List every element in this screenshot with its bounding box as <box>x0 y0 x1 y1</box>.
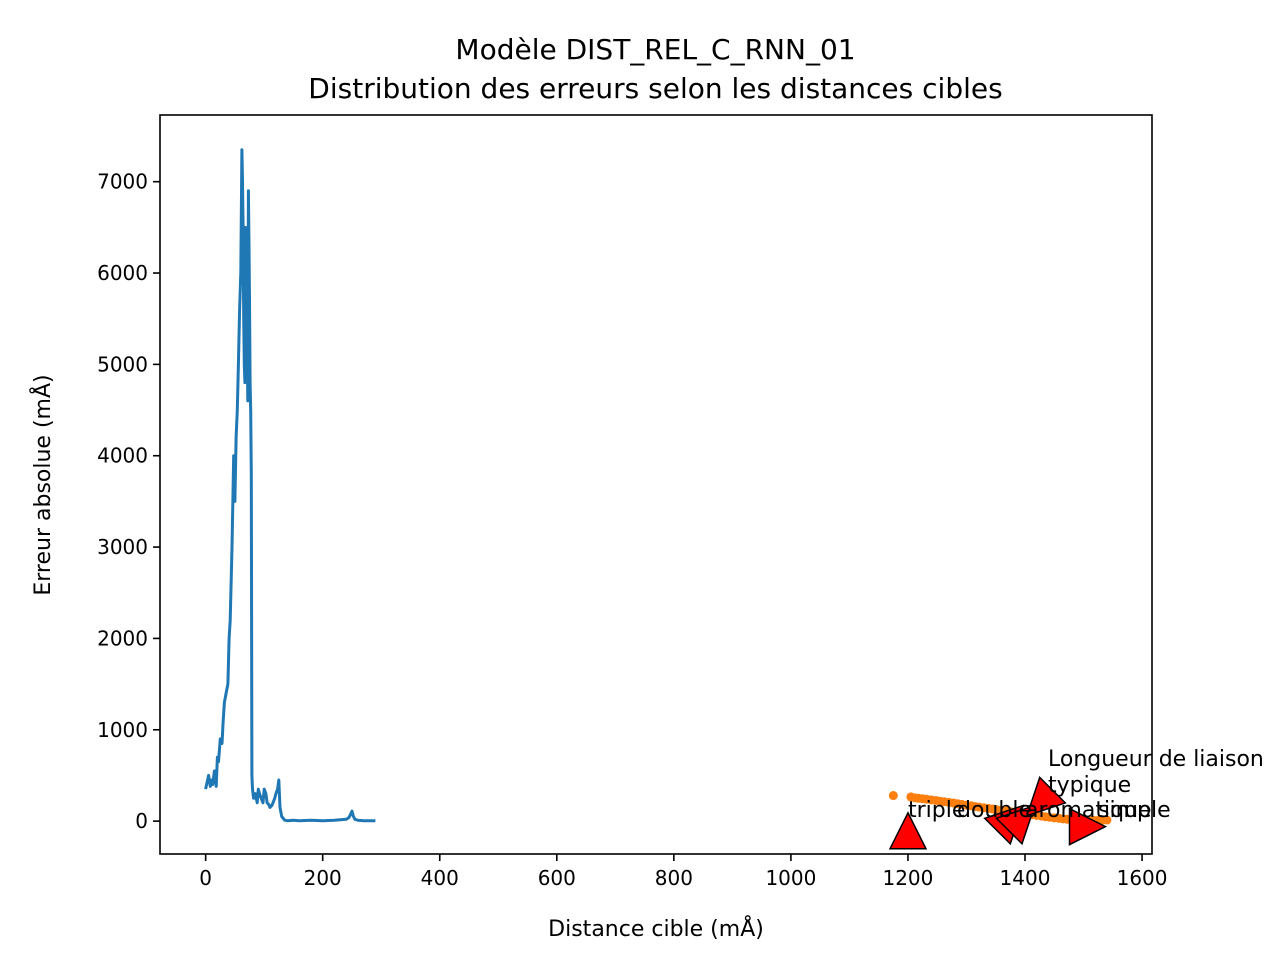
y-tick-label: 5000 <box>97 352 148 376</box>
x-tick-label: 1600 <box>1117 866 1168 890</box>
x-tick-label: 0 <box>199 866 212 890</box>
x-tick-label: 400 <box>421 866 459 890</box>
annotation-label: double <box>957 798 1032 823</box>
x-tick-label: 600 <box>538 866 576 890</box>
plot-frame <box>159 114 1153 855</box>
annotation-arrow <box>888 811 928 850</box>
annotation-label: triple <box>908 798 965 823</box>
y-tick-label: 3000 <box>97 535 148 559</box>
annotation-arrow <box>995 804 1036 846</box>
x-tick-label: 800 <box>655 866 693 890</box>
annotation-arrow <box>1068 807 1108 846</box>
annotation-label: simple <box>1098 798 1171 823</box>
y-axis-label: Erreur absolue (mÅ) <box>29 374 56 595</box>
series-line <box>204 148 376 823</box>
scatter-point <box>888 791 898 801</box>
y-axis: 0 1000 2000 3000 4000 5000 6000 7000 <box>97 170 160 833</box>
x-tick-label: 1000 <box>765 866 816 890</box>
x-tick-label: 1400 <box>1000 866 1051 890</box>
y-tick-label: 1000 <box>97 718 148 742</box>
x-tick-label: 1200 <box>882 866 933 890</box>
y-tick-label: 7000 <box>97 170 148 194</box>
y-tick-label: 0 <box>135 809 148 833</box>
scatter-point <box>1102 815 1112 825</box>
chart-title-line-1: Modèle DIST_REL_C_RNN_01 <box>455 33 855 66</box>
y-tick-label: 2000 <box>97 626 148 650</box>
annotation-label: aromatique <box>1025 798 1152 823</box>
annotation-arrow <box>1025 776 1067 817</box>
x-tick-label: 200 <box>304 866 342 890</box>
y-tick-label: 4000 <box>97 444 148 468</box>
x-axis: 0 200 400 600 800 1000 1200 1400 1600 <box>199 854 1168 890</box>
series-layer <box>204 148 1112 825</box>
x-axis-label: Distance cible (mÅ) <box>548 915 764 942</box>
chart-title-line-2: Distribution des erreurs selon les dista… <box>308 72 1002 105</box>
y-tick-label: 6000 <box>97 261 148 285</box>
annotation-label: Longueur de liaison typique <box>1048 747 1264 798</box>
